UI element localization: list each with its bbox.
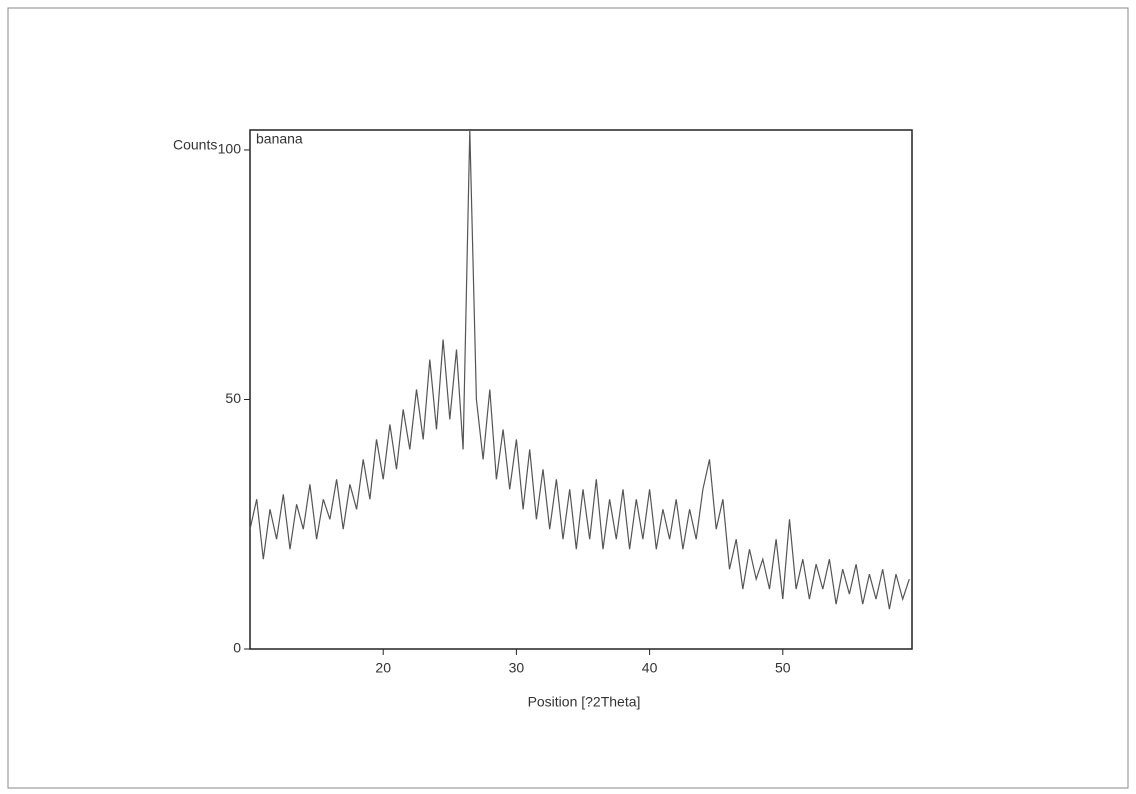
chart: Counts Position [?2Theta] banana 0 50 100 2… (0, 0, 1136, 789)
y-axis-label: Counts (173, 137, 217, 153)
x-tick-label: 20 (375, 660, 391, 676)
x-tick-label: 40 (642, 660, 658, 676)
y-tick-label: 0 (233, 640, 241, 656)
page: Counts Position [?2Theta] banana 0 50 100 2… (0, 0, 1136, 794)
sample-label: banana (256, 131, 303, 147)
x-tick-label: 50 (775, 660, 791, 676)
y-tick-label: 100 (218, 141, 242, 157)
x-tick-label: 30 (509, 660, 525, 676)
frame (8, 8, 1128, 788)
x-axis-label: Position [?2Theta] (528, 694, 641, 710)
y-tick-label: 50 (225, 390, 241, 406)
